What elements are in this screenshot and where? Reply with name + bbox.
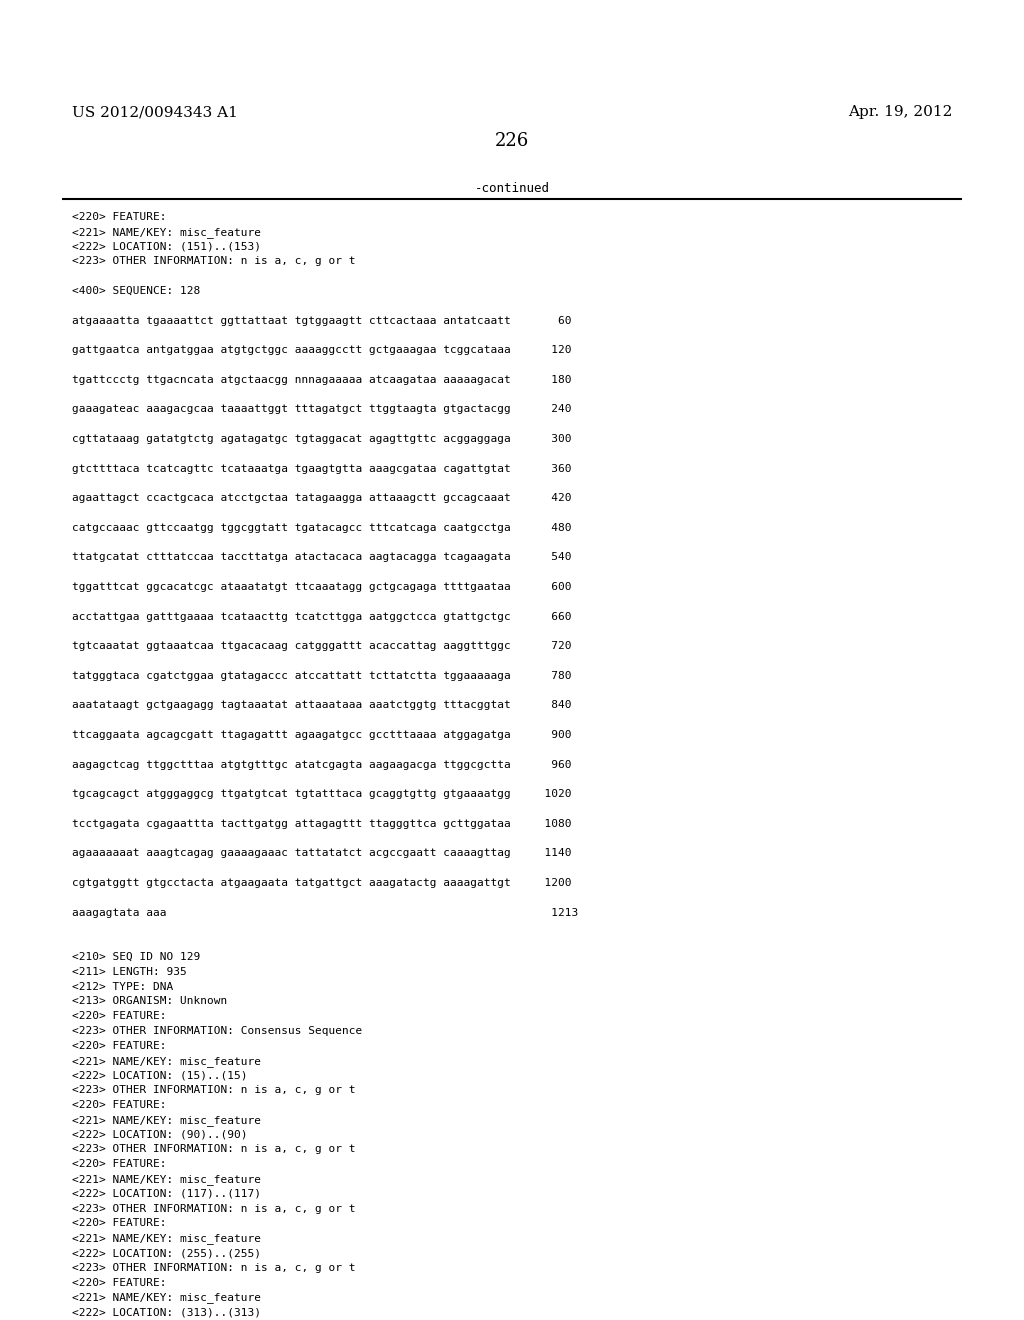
Text: <222> LOCATION: (255)..(255): <222> LOCATION: (255)..(255) <box>72 1247 261 1258</box>
Text: <222> LOCATION: (15)..(15): <222> LOCATION: (15)..(15) <box>72 1071 248 1080</box>
Text: cgtgatggtt gtgcctacta atgaagaata tatgattgct aaagatactg aaaagattgt     1200: cgtgatggtt gtgcctacta atgaagaata tatgatt… <box>72 878 571 888</box>
Text: tgtcaaatat ggtaaatcaa ttgacacaag catgggattt acaccattag aaggtttggc      720: tgtcaaatat ggtaaatcaa ttgacacaag catggga… <box>72 642 571 651</box>
Text: aaatataagt gctgaagagg tagtaaatat attaaataaa aaatctggtg tttacggtat      840: aaatataagt gctgaagagg tagtaaatat attaaat… <box>72 701 571 710</box>
Text: ttcaggaata agcagcgatt ttagagattt agaagatgcc gcctttaaaa atggagatga      900: ttcaggaata agcagcgatt ttagagattt agaagat… <box>72 730 571 741</box>
Text: agaaaaaaat aaagtcagag gaaaagaaac tattatatct acgccgaatt caaaagttag     1140: agaaaaaaat aaagtcagag gaaaagaaac tattata… <box>72 849 571 858</box>
Text: 226: 226 <box>495 132 529 150</box>
Text: <222> LOCATION: (151)..(153): <222> LOCATION: (151)..(153) <box>72 242 261 252</box>
Text: <221> NAME/KEY: misc_feature: <221> NAME/KEY: misc_feature <box>72 227 261 238</box>
Text: -continued: -continued <box>474 182 550 195</box>
Text: <220> FEATURE:: <220> FEATURE: <box>72 1040 167 1051</box>
Text: aaagagtata aaa                                                         1213: aaagagtata aaa 1213 <box>72 908 579 917</box>
Text: tatgggtaca cgatctggaa gtatagaccc atccattatt tcttatctta tggaaaaaga      780: tatgggtaca cgatctggaa gtatagaccc atccatt… <box>72 671 571 681</box>
Text: <223> OTHER INFORMATION: n is a, c, g or t: <223> OTHER INFORMATION: n is a, c, g or… <box>72 1085 355 1096</box>
Text: <221> NAME/KEY: misc_feature: <221> NAME/KEY: misc_feature <box>72 1173 261 1185</box>
Text: cgttataaag gatatgtctg agatagatgc tgtaggacat agagttgttc acggaggaga      300: cgttataaag gatatgtctg agatagatgc tgtagga… <box>72 434 571 444</box>
Text: <223> OTHER INFORMATION: n is a, c, g or t: <223> OTHER INFORMATION: n is a, c, g or… <box>72 1263 355 1272</box>
Text: <222> LOCATION: (313)..(313): <222> LOCATION: (313)..(313) <box>72 1307 261 1317</box>
Text: tgattccctg ttgacncata atgctaacgg nnnagaaaaa atcaagataa aaaaagacat      180: tgattccctg ttgacncata atgctaacgg nnnagaa… <box>72 375 571 385</box>
Text: aagagctcag ttggctttaa atgtgtttgc atatcgagta aagaagacga ttggcgctta      960: aagagctcag ttggctttaa atgtgtttgc atatcga… <box>72 759 571 770</box>
Text: Apr. 19, 2012: Apr. 19, 2012 <box>848 106 952 119</box>
Text: <220> FEATURE:: <220> FEATURE: <box>72 1278 167 1287</box>
Text: <223> OTHER INFORMATION: n is a, c, g or t: <223> OTHER INFORMATION: n is a, c, g or… <box>72 1204 355 1213</box>
Text: <222> LOCATION: (90)..(90): <222> LOCATION: (90)..(90) <box>72 1130 248 1139</box>
Text: <223> OTHER INFORMATION: Consensus Sequence: <223> OTHER INFORMATION: Consensus Seque… <box>72 1026 362 1036</box>
Text: <220> FEATURE:: <220> FEATURE: <box>72 1100 167 1110</box>
Text: agaattagct ccactgcaca atcctgctaa tatagaagga attaaagctt gccagcaaat      420: agaattagct ccactgcaca atcctgctaa tatagaa… <box>72 494 571 503</box>
Text: tcctgagata cgagaattta tacttgatgg attagagttt ttagggttca gcttggataa     1080: tcctgagata cgagaattta tacttgatgg attagag… <box>72 818 571 829</box>
Text: <211> LENGTH: 935: <211> LENGTH: 935 <box>72 966 186 977</box>
Text: <221> NAME/KEY: misc_feature: <221> NAME/KEY: misc_feature <box>72 1292 261 1303</box>
Text: US 2012/0094343 A1: US 2012/0094343 A1 <box>72 106 238 119</box>
Text: <223> OTHER INFORMATION: n is a, c, g or t: <223> OTHER INFORMATION: n is a, c, g or… <box>72 1144 355 1155</box>
Text: gtcttttaca tcatcagttc tcataaatga tgaagtgtta aaagcgataa cagattgtat      360: gtcttttaca tcatcagttc tcataaatga tgaagtg… <box>72 463 571 474</box>
Text: <220> FEATURE:: <220> FEATURE: <box>72 1159 167 1170</box>
Text: <213> ORGANISM: Unknown: <213> ORGANISM: Unknown <box>72 997 227 1006</box>
Text: gaaagateac aaagacgcaa taaaattggt tttagatgct ttggtaagta gtgactacgg      240: gaaagateac aaagacgcaa taaaattggt tttagat… <box>72 404 571 414</box>
Text: acctattgaa gatttgaaaa tcataacttg tcatcttgga aatggctcca gtattgctgc      660: acctattgaa gatttgaaaa tcataacttg tcatctt… <box>72 611 571 622</box>
Text: <222> LOCATION: (117)..(117): <222> LOCATION: (117)..(117) <box>72 1189 261 1199</box>
Text: <210> SEQ ID NO 129: <210> SEQ ID NO 129 <box>72 952 201 962</box>
Text: catgccaaac gttccaatgg tggcggtatt tgatacagcc tttcatcaga caatgcctga      480: catgccaaac gttccaatgg tggcggtatt tgataca… <box>72 523 571 533</box>
Text: ttatgcatat ctttatccaa taccttatga atactacaca aagtacagga tcagaagata      540: ttatgcatat ctttatccaa taccttatga atactac… <box>72 552 571 562</box>
Text: tggatttcat ggcacatcgc ataaatatgt ttcaaatagg gctgcagaga ttttgaataa      600: tggatttcat ggcacatcgc ataaatatgt ttcaaat… <box>72 582 571 591</box>
Text: <220> FEATURE:: <220> FEATURE: <box>72 213 167 222</box>
Text: <223> OTHER INFORMATION: n is a, c, g or t: <223> OTHER INFORMATION: n is a, c, g or… <box>72 256 355 267</box>
Text: <220> FEATURE:: <220> FEATURE: <box>72 1218 167 1229</box>
Text: tgcagcagct atgggaggcg ttgatgtcat tgtatttaca gcaggtgttg gtgaaaatgg     1020: tgcagcagct atgggaggcg ttgatgtcat tgtattt… <box>72 789 571 799</box>
Text: atgaaaatta tgaaaattct ggttattaat tgtggaagtt cttcactaaa antatcaatt       60: atgaaaatta tgaaaattct ggttattaat tgtggaa… <box>72 315 571 326</box>
Text: <220> FEATURE:: <220> FEATURE: <box>72 1011 167 1022</box>
Text: <221> NAME/KEY: misc_feature: <221> NAME/KEY: misc_feature <box>72 1233 261 1245</box>
Text: <212> TYPE: DNA: <212> TYPE: DNA <box>72 982 173 991</box>
Text: <400> SEQUENCE: 128: <400> SEQUENCE: 128 <box>72 286 201 296</box>
Text: <221> NAME/KEY: misc_feature: <221> NAME/KEY: misc_feature <box>72 1056 261 1067</box>
Text: <221> NAME/KEY: misc_feature: <221> NAME/KEY: misc_feature <box>72 1115 261 1126</box>
Text: gattgaatca antgatggaa atgtgctggc aaaaggcctt gctgaaagaa tcggcataaa      120: gattgaatca antgatggaa atgtgctggc aaaaggc… <box>72 346 571 355</box>
